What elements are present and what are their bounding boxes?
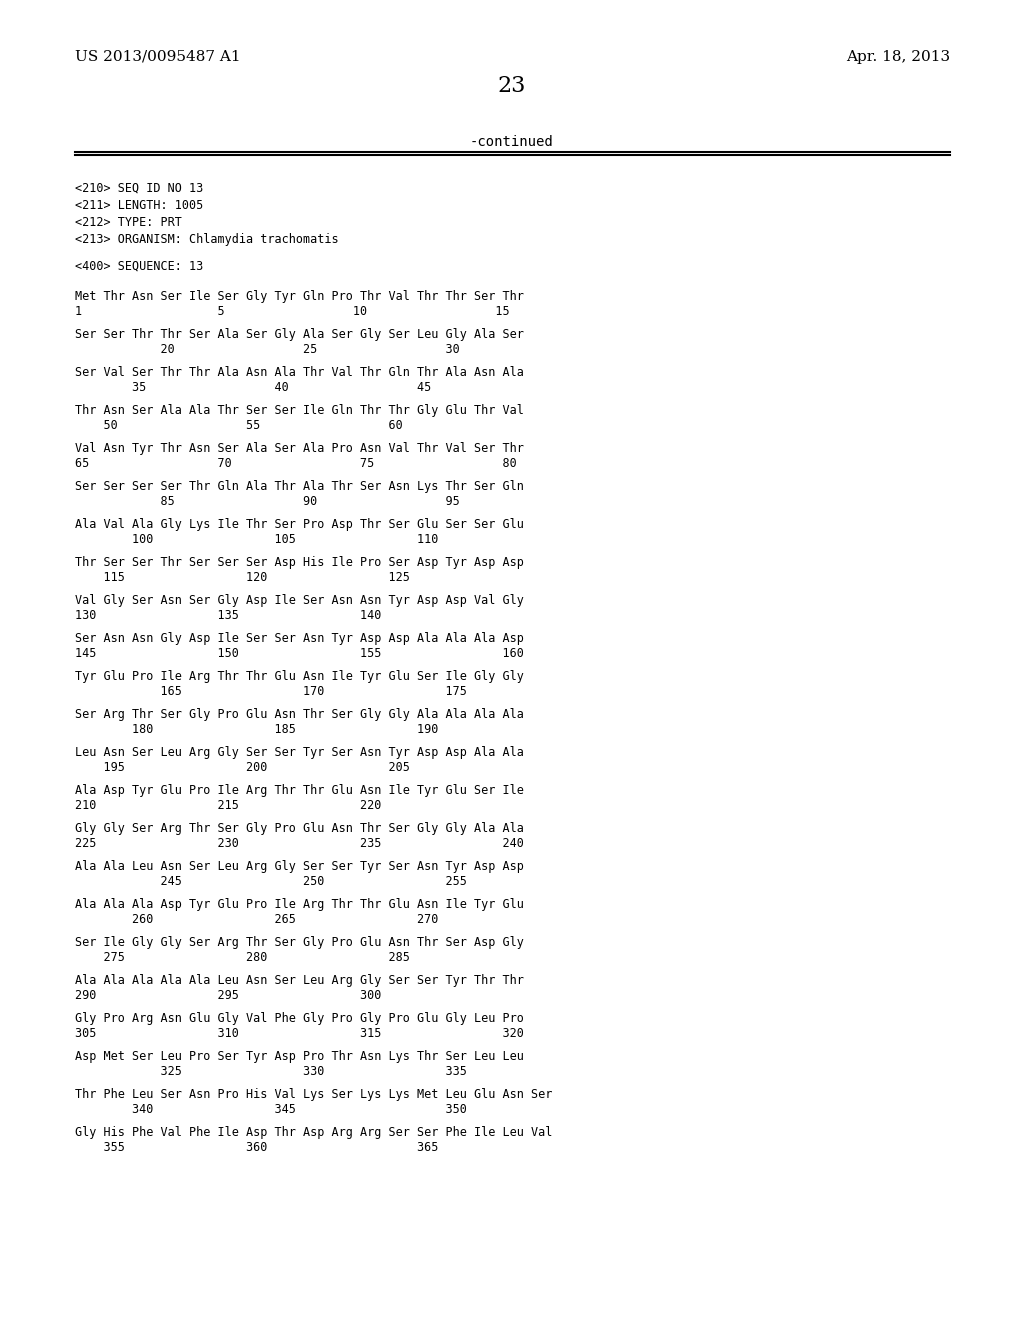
- Text: <211> LENGTH: 1005: <211> LENGTH: 1005: [75, 199, 203, 213]
- Text: Val Gly Ser Asn Ser Gly Asp Ile Ser Asn Asn Tyr Asp Asp Val Gly: Val Gly Ser Asn Ser Gly Asp Ile Ser Asn …: [75, 594, 524, 607]
- Text: 23: 23: [498, 75, 526, 96]
- Text: 195                 200                 205: 195 200 205: [75, 762, 410, 774]
- Text: 65                  70                  75                  80: 65 70 75 80: [75, 457, 517, 470]
- Text: 115                 120                 125: 115 120 125: [75, 572, 410, 583]
- Text: Ala Asp Tyr Glu Pro Ile Arg Thr Thr Glu Asn Ile Tyr Glu Ser Ile: Ala Asp Tyr Glu Pro Ile Arg Thr Thr Glu …: [75, 784, 524, 797]
- Text: 325                 330                 335: 325 330 335: [75, 1065, 467, 1078]
- Text: 225                 230                 235                 240: 225 230 235 240: [75, 837, 524, 850]
- Text: Leu Asn Ser Leu Arg Gly Ser Ser Tyr Ser Asn Tyr Asp Asp Ala Ala: Leu Asn Ser Leu Arg Gly Ser Ser Tyr Ser …: [75, 746, 524, 759]
- Text: Ala Ala Leu Asn Ser Leu Arg Gly Ser Ser Tyr Ser Asn Tyr Asp Asp: Ala Ala Leu Asn Ser Leu Arg Gly Ser Ser …: [75, 861, 524, 873]
- Text: Gly His Phe Val Phe Ile Asp Thr Asp Arg Arg Ser Ser Phe Ile Leu Val: Gly His Phe Val Phe Ile Asp Thr Asp Arg …: [75, 1126, 552, 1139]
- Text: 305                 310                 315                 320: 305 310 315 320: [75, 1027, 524, 1040]
- Text: 275                 280                 285: 275 280 285: [75, 950, 410, 964]
- Text: 355                 360                     365: 355 360 365: [75, 1140, 438, 1154]
- Text: 50                  55                  60: 50 55 60: [75, 418, 402, 432]
- Text: 130                 135                 140: 130 135 140: [75, 609, 381, 622]
- Text: 145                 150                 155                 160: 145 150 155 160: [75, 647, 524, 660]
- Text: Ser Ser Ser Ser Thr Gln Ala Thr Ala Thr Ser Asn Lys Thr Ser Gln: Ser Ser Ser Ser Thr Gln Ala Thr Ala Thr …: [75, 480, 524, 492]
- Text: 20                  25                  30: 20 25 30: [75, 343, 460, 356]
- Text: Ala Ala Ala Ala Ala Leu Asn Ser Leu Arg Gly Ser Ser Tyr Thr Thr: Ala Ala Ala Ala Ala Leu Asn Ser Leu Arg …: [75, 974, 524, 987]
- Text: <213> ORGANISM: Chlamydia trachomatis: <213> ORGANISM: Chlamydia trachomatis: [75, 234, 339, 246]
- Text: 260                 265                 270: 260 265 270: [75, 913, 438, 927]
- Text: <210> SEQ ID NO 13: <210> SEQ ID NO 13: [75, 182, 203, 195]
- Text: 35                  40                  45: 35 40 45: [75, 381, 431, 393]
- Text: 165                 170                 175: 165 170 175: [75, 685, 467, 698]
- Text: Ser Arg Thr Ser Gly Pro Glu Asn Thr Ser Gly Gly Ala Ala Ala Ala: Ser Arg Thr Ser Gly Pro Glu Asn Thr Ser …: [75, 708, 524, 721]
- Text: Thr Ser Ser Thr Ser Ser Ser Asp His Ile Pro Ser Asp Tyr Asp Asp: Thr Ser Ser Thr Ser Ser Ser Asp His Ile …: [75, 556, 524, 569]
- Text: Ala Val Ala Gly Lys Ile Thr Ser Pro Asp Thr Ser Glu Ser Ser Glu: Ala Val Ala Gly Lys Ile Thr Ser Pro Asp …: [75, 517, 524, 531]
- Text: Ser Ser Thr Thr Ser Ala Ser Gly Ala Ser Gly Ser Leu Gly Ala Ser: Ser Ser Thr Thr Ser Ala Ser Gly Ala Ser …: [75, 327, 524, 341]
- Text: Asp Met Ser Leu Pro Ser Tyr Asp Pro Thr Asn Lys Thr Ser Leu Leu: Asp Met Ser Leu Pro Ser Tyr Asp Pro Thr …: [75, 1049, 524, 1063]
- Text: 290                 295                 300: 290 295 300: [75, 989, 381, 1002]
- Text: Gly Pro Arg Asn Glu Gly Val Phe Gly Pro Gly Pro Glu Gly Leu Pro: Gly Pro Arg Asn Glu Gly Val Phe Gly Pro …: [75, 1012, 524, 1026]
- Text: 180                 185                 190: 180 185 190: [75, 723, 438, 737]
- Text: 100                 105                 110: 100 105 110: [75, 533, 438, 546]
- Text: 1                   5                  10                  15: 1 5 10 15: [75, 305, 510, 318]
- Text: Thr Phe Leu Ser Asn Pro His Val Lys Ser Lys Lys Met Leu Glu Asn Ser: Thr Phe Leu Ser Asn Pro His Val Lys Ser …: [75, 1088, 552, 1101]
- Text: 210                 215                 220: 210 215 220: [75, 799, 381, 812]
- Text: Ser Ile Gly Gly Ser Arg Thr Ser Gly Pro Glu Asn Thr Ser Asp Gly: Ser Ile Gly Gly Ser Arg Thr Ser Gly Pro …: [75, 936, 524, 949]
- Text: Ser Asn Asn Gly Asp Ile Ser Ser Asn Tyr Asp Asp Ala Ala Ala Asp: Ser Asn Asn Gly Asp Ile Ser Ser Asn Tyr …: [75, 632, 524, 645]
- Text: Apr. 18, 2013: Apr. 18, 2013: [846, 50, 950, 63]
- Text: Ala Ala Ala Asp Tyr Glu Pro Ile Arg Thr Thr Glu Asn Ile Tyr Glu: Ala Ala Ala Asp Tyr Glu Pro Ile Arg Thr …: [75, 898, 524, 911]
- Text: Val Asn Tyr Thr Asn Ser Ala Ser Ala Pro Asn Val Thr Val Ser Thr: Val Asn Tyr Thr Asn Ser Ala Ser Ala Pro …: [75, 442, 524, 455]
- Text: <400> SEQUENCE: 13: <400> SEQUENCE: 13: [75, 260, 203, 273]
- Text: -continued: -continued: [470, 135, 554, 149]
- Text: Met Thr Asn Ser Ile Ser Gly Tyr Gln Pro Thr Val Thr Thr Ser Thr: Met Thr Asn Ser Ile Ser Gly Tyr Gln Pro …: [75, 290, 524, 304]
- Text: US 2013/0095487 A1: US 2013/0095487 A1: [75, 50, 241, 63]
- Text: Gly Gly Ser Arg Thr Ser Gly Pro Glu Asn Thr Ser Gly Gly Ala Ala: Gly Gly Ser Arg Thr Ser Gly Pro Glu Asn …: [75, 822, 524, 836]
- Text: <212> TYPE: PRT: <212> TYPE: PRT: [75, 216, 182, 228]
- Text: Thr Asn Ser Ala Ala Thr Ser Ser Ile Gln Thr Thr Gly Glu Thr Val: Thr Asn Ser Ala Ala Thr Ser Ser Ile Gln …: [75, 404, 524, 417]
- Text: Tyr Glu Pro Ile Arg Thr Thr Glu Asn Ile Tyr Glu Ser Ile Gly Gly: Tyr Glu Pro Ile Arg Thr Thr Glu Asn Ile …: [75, 671, 524, 682]
- Text: 340                 345                     350: 340 345 350: [75, 1104, 467, 1115]
- Text: 85                  90                  95: 85 90 95: [75, 495, 460, 508]
- Text: Ser Val Ser Thr Thr Ala Asn Ala Thr Val Thr Gln Thr Ala Asn Ala: Ser Val Ser Thr Thr Ala Asn Ala Thr Val …: [75, 366, 524, 379]
- Text: 245                 250                 255: 245 250 255: [75, 875, 467, 888]
